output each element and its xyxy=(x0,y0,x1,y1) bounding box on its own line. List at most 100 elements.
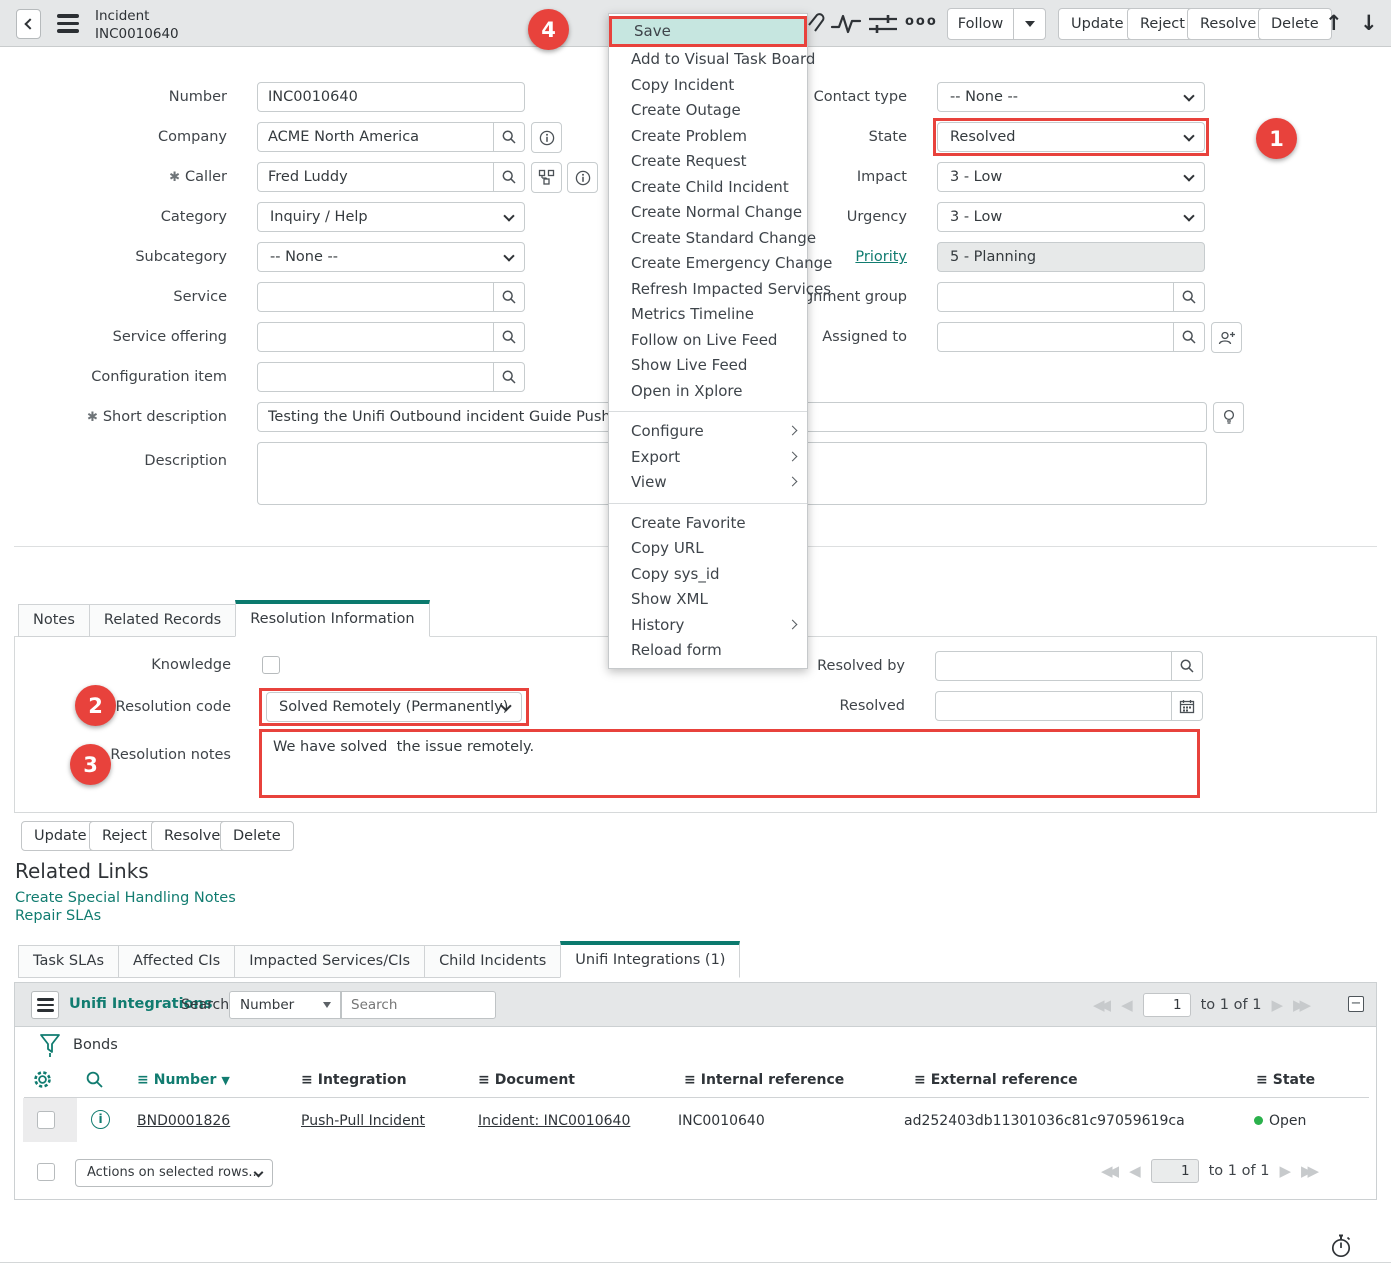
menu-item-view[interactable]: View xyxy=(609,470,807,496)
row-checkbox[interactable] xyxy=(37,1111,55,1129)
tab-child-incidents[interactable]: Child Incidents xyxy=(424,945,561,978)
more-options-icon[interactable]: ooo xyxy=(905,14,938,29)
response-time-stopwatch-icon[interactable] xyxy=(1329,1233,1353,1259)
page-number-input[interactable] xyxy=(1143,993,1191,1017)
configuration-item-lookup-button[interactable] xyxy=(493,363,524,391)
assigned-to-lookup-button[interactable] xyxy=(1173,323,1204,351)
subcategory-select[interactable]: -- None -- xyxy=(257,242,525,272)
reject-button-footer[interactable]: Reject xyxy=(89,821,160,851)
tab-impacted-services[interactable]: Impacted Services/CIs xyxy=(234,945,425,978)
menu-item-open-in-xplore[interactable]: Open in Xplore xyxy=(609,379,807,405)
cell-document[interactable]: Incident: INC0010640 xyxy=(478,1113,630,1129)
list-actions-select[interactable]: Actions on selected rows... xyxy=(75,1159,273,1187)
related-link-repair-slas[interactable]: Repair SLAs xyxy=(15,908,101,924)
menu-item-create-outage[interactable]: Create Outage xyxy=(609,98,807,124)
menu-item-reload-form[interactable]: Reload form xyxy=(609,638,807,664)
column-menu-icon[interactable]: ≡ xyxy=(1256,1072,1268,1088)
tab-resolution-information[interactable]: Resolution Information xyxy=(235,600,429,637)
company-lookup-button[interactable] xyxy=(493,123,524,151)
menu-item-copy-url[interactable]: Copy URL xyxy=(609,536,807,562)
column-menu-icon[interactable]: ≡ xyxy=(301,1072,313,1088)
column-header-number[interactable]: ≡Number ▼ xyxy=(137,1072,230,1088)
menu-item-add-to-visual-task-board[interactable]: Add to Visual Task Board xyxy=(609,47,807,73)
column-header-state[interactable]: ≡State xyxy=(1256,1072,1315,1088)
assigned-to-input[interactable] xyxy=(938,323,1173,351)
service-lookup-button[interactable] xyxy=(493,283,524,311)
column-menu-icon[interactable]: ≡ xyxy=(137,1072,149,1088)
knowledge-checkbox[interactable] xyxy=(262,656,280,674)
state-select[interactable]: Resolved xyxy=(937,122,1205,152)
related-link-special-handling-notes[interactable]: Create Special Handling Notes xyxy=(15,890,236,906)
resolve-button[interactable]: Resolve xyxy=(1187,8,1269,40)
menu-item-copy-incident[interactable]: Copy Incident xyxy=(609,73,807,99)
follow-dropdown-button[interactable] xyxy=(1014,8,1046,40)
back-button[interactable] xyxy=(16,9,41,39)
company-input[interactable] xyxy=(258,123,493,151)
resolved-by-input[interactable] xyxy=(936,652,1171,680)
first-page-icon[interactable]: ◀◀ xyxy=(1093,996,1106,1014)
filter-icon[interactable] xyxy=(39,1033,61,1059)
cell-integration[interactable]: Push-Pull Incident xyxy=(301,1113,425,1129)
caller-input[interactable] xyxy=(258,163,493,191)
row-preview-icon[interactable]: i xyxy=(91,1110,110,1129)
resolved-date-input[interactable] xyxy=(936,692,1171,720)
menu-item-create-request[interactable]: Create Request xyxy=(609,149,807,175)
menu-item-show-xml[interactable]: Show XML xyxy=(609,587,807,613)
tab-affected-cis[interactable]: Affected CIs xyxy=(118,945,235,978)
personalize-form-icon[interactable] xyxy=(868,13,898,35)
menu-item-create-favorite[interactable]: Create Favorite xyxy=(609,511,807,537)
previous-record-icon[interactable]: ↑ xyxy=(1325,7,1343,39)
column-header-internal-reference[interactable]: ≡Internal reference xyxy=(684,1072,844,1088)
suggestion-button[interactable] xyxy=(1213,402,1244,433)
impact-select[interactable]: 3 - Low xyxy=(937,162,1205,192)
menu-item-show-live-feed[interactable]: Show Live Feed xyxy=(609,353,807,379)
assignment-group-lookup-button[interactable] xyxy=(1173,283,1204,311)
configuration-item-input[interactable] xyxy=(258,363,493,391)
resolved-calendar-button[interactable] xyxy=(1171,692,1202,720)
menu-item-metrics-timeline[interactable]: Metrics Timeline xyxy=(609,302,807,328)
caller-hierarchy-button[interactable] xyxy=(531,162,562,193)
column-header-document[interactable]: ≡Document xyxy=(478,1072,575,1088)
menu-item-create-emergency-change[interactable]: Create Emergency Change xyxy=(609,251,807,277)
tab-related-records[interactable]: Related Records xyxy=(89,604,236,637)
previous-page-icon[interactable]: ◀ xyxy=(1121,996,1133,1014)
list-search-field-select[interactable]: Number xyxy=(229,991,341,1019)
first-page-icon[interactable]: ◀◀ xyxy=(1101,1162,1114,1180)
menu-item-create-normal-change[interactable]: Create Normal Change xyxy=(609,200,807,226)
service-offering-input[interactable] xyxy=(258,323,493,351)
collapse-list-icon[interactable]: − xyxy=(1348,996,1364,1012)
list-search-icon[interactable] xyxy=(85,1070,104,1089)
delete-button[interactable]: Delete xyxy=(1258,8,1332,40)
menu-item-export[interactable]: Export xyxy=(609,445,807,471)
menu-item-follow-on-live-feed[interactable]: Follow on Live Feed xyxy=(609,328,807,354)
previous-page-icon[interactable]: ◀ xyxy=(1129,1162,1141,1180)
caller-preview-button[interactable] xyxy=(567,162,598,193)
menu-item-create-problem[interactable]: Create Problem xyxy=(609,124,807,150)
menu-item-save[interactable]: Save xyxy=(609,16,807,47)
activity-stream-icon[interactable] xyxy=(830,12,862,36)
last-page-icon[interactable]: ▶▶ xyxy=(1293,996,1306,1014)
resolved-by-lookup-button[interactable] xyxy=(1171,652,1202,680)
column-header-external-reference[interactable]: ≡External reference xyxy=(914,1072,1078,1088)
next-page-icon[interactable]: ▶ xyxy=(1271,996,1283,1014)
menu-item-history[interactable]: History xyxy=(609,613,807,639)
column-menu-icon[interactable]: ≡ xyxy=(684,1072,696,1088)
number-input[interactable] xyxy=(257,82,525,112)
service-input[interactable] xyxy=(258,283,493,311)
menu-item-configure[interactable]: Configure xyxy=(609,419,807,445)
category-select[interactable]: Inquiry / Help xyxy=(257,202,525,232)
tab-task-slas[interactable]: Task SLAs xyxy=(18,945,119,978)
resolution-notes-textarea[interactable]: We have solved the issue remotely. xyxy=(263,733,1196,794)
select-all-checkbox[interactable] xyxy=(37,1163,55,1181)
assign-to-me-button[interactable] xyxy=(1211,322,1242,353)
delete-button-footer[interactable]: Delete xyxy=(220,821,294,851)
update-button-footer[interactable]: Update xyxy=(21,821,100,851)
next-record-icon[interactable]: ↓ xyxy=(1360,7,1378,39)
cell-number[interactable]: BND0001826 xyxy=(137,1113,230,1129)
menu-item-create-standard-change[interactable]: Create Standard Change xyxy=(609,226,807,252)
caller-lookup-button[interactable] xyxy=(493,163,524,191)
next-page-icon[interactable]: ▶ xyxy=(1279,1162,1291,1180)
column-menu-icon[interactable]: ≡ xyxy=(478,1072,490,1088)
menu-item-refresh-impacted-services[interactable]: Refresh Impacted Services xyxy=(609,277,807,303)
urgency-select[interactable]: 3 - Low xyxy=(937,202,1205,232)
